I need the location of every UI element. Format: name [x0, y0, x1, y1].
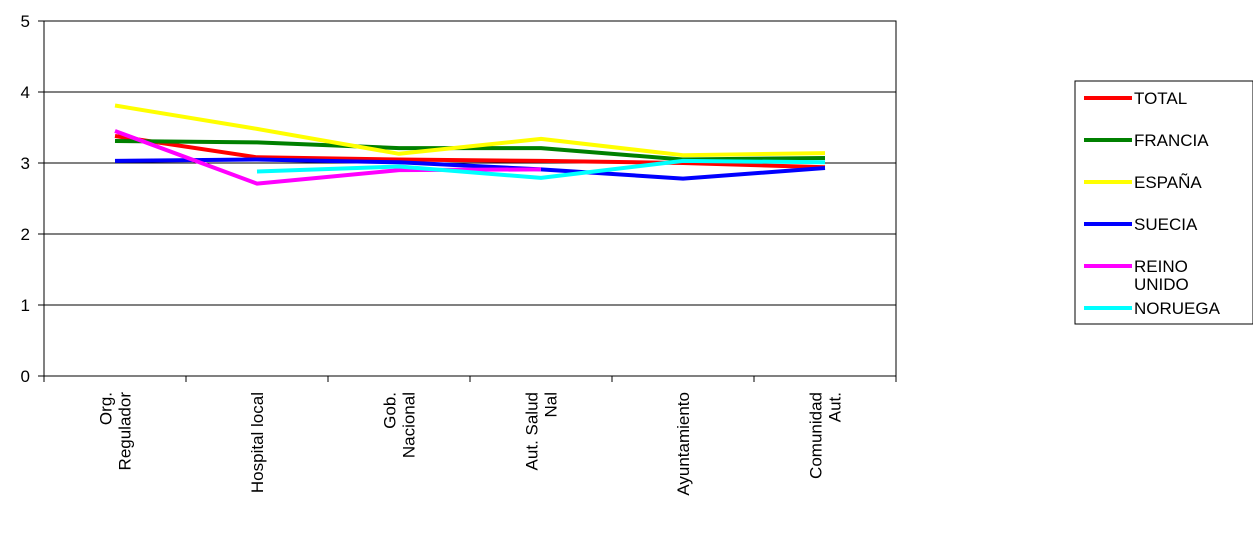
legend-label: REINO	[1134, 257, 1188, 276]
axes	[38, 20, 897, 382]
legend-label: FRANCIA	[1134, 131, 1209, 150]
series-line-suecia	[114, 157, 826, 181]
x-tick-label: Comunidad	[807, 392, 826, 479]
legend-box	[1074, 80, 1253, 325]
y-tick-label: 2	[21, 225, 30, 244]
x-tick-label: Nacional	[400, 392, 419, 458]
y-tick-label: 0	[21, 367, 30, 386]
series-line-españa	[114, 103, 826, 158]
y-tick-label: 4	[21, 83, 30, 102]
x-tick-label: Nal	[542, 392, 561, 418]
x-tick-label: Aut.	[826, 392, 845, 422]
y-tick-labels: 0 1 2 3 4 5	[21, 12, 30, 386]
legend-label: ESPAÑA	[1134, 173, 1202, 192]
legend-label: NORUEGA	[1134, 299, 1221, 318]
series-line-noruega	[256, 158, 826, 180]
y-tick-label: 3	[21, 154, 30, 173]
legend-label: TOTAL	[1134, 89, 1187, 108]
series-line-reino-unido	[114, 129, 542, 186]
x-tick-label: Hospital local	[248, 392, 267, 493]
x-tick-label: Regulador	[116, 392, 135, 471]
series-lines	[114, 103, 826, 186]
legend-label: SUECIA	[1134, 215, 1198, 234]
series-line-total	[114, 134, 826, 170]
x-tick-label: Aut. Salud	[523, 392, 542, 470]
y-tick-label: 5	[21, 12, 30, 31]
x-tick-label: Org.	[97, 392, 116, 425]
x-tick-label: Gob.	[381, 392, 400, 429]
x-tick-label: Ayuntamiento	[674, 392, 693, 496]
x-tick-labels: Org. Regulador Hospital local Gob. Nacional A…	[97, 392, 845, 496]
grid-lines	[44, 91, 896, 306]
plot-area-border	[43, 20, 897, 377]
y-tick-label: 1	[21, 296, 30, 315]
legend-label-continued: UNIDO	[1134, 275, 1189, 294]
